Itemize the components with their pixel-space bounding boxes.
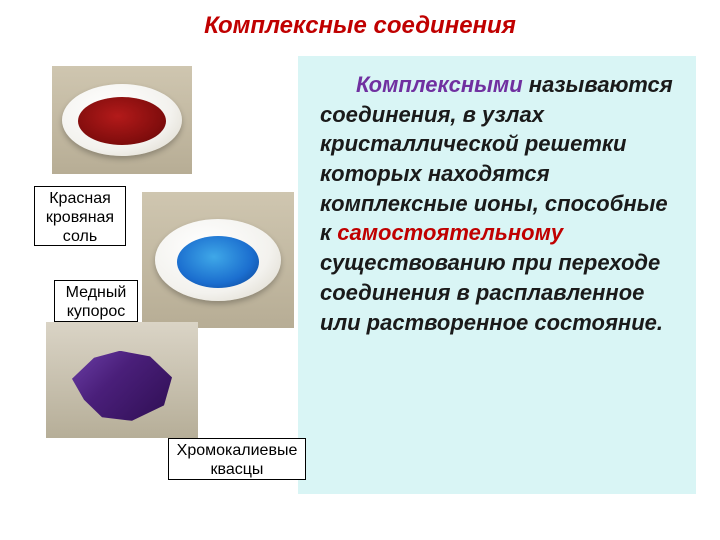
petri-dish-icon xyxy=(155,219,281,301)
photo-chrome-alum xyxy=(46,322,198,438)
label-line: Медный xyxy=(66,284,127,301)
definition-highlight: самостоятельному xyxy=(337,220,563,245)
petri-dish-icon xyxy=(62,84,182,156)
photo-copper-sulfate xyxy=(142,192,294,328)
definition-box: Комплексными называются соединения, в уз… xyxy=(298,56,696,494)
photo-red-salt xyxy=(52,66,192,174)
label-line: кровяная xyxy=(46,209,114,226)
label-line: соль xyxy=(63,228,97,245)
page-title: Комплексные соединения xyxy=(0,12,720,40)
red-salt-icon xyxy=(78,97,166,145)
definition-part2: существованию при переходе соединения в … xyxy=(320,250,663,334)
label-chrome-alum: Хромокалиевые квасцы xyxy=(168,438,306,480)
definition-first-word: Комплексными xyxy=(356,72,523,97)
label-line: купорос xyxy=(67,303,126,320)
label-red-salt: Красная кровяная соль xyxy=(34,186,126,246)
label-line: Хромокалиевые xyxy=(177,442,298,459)
label-line: Красная xyxy=(49,190,111,207)
purple-crystal-icon xyxy=(72,351,172,421)
blue-salt-icon xyxy=(177,236,259,288)
label-line: квасцы xyxy=(211,461,264,478)
label-copper-sulfate: Медный купорос xyxy=(54,280,138,322)
